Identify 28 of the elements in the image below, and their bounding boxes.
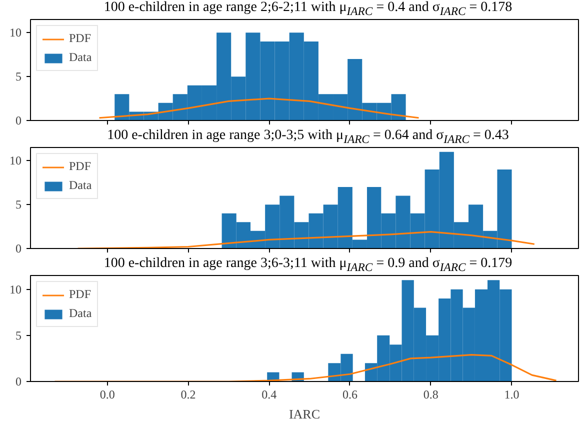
y-tick-label: 0: [16, 242, 22, 256]
legend-label: Data: [69, 50, 92, 65]
y-tick-label: 5: [16, 328, 22, 342]
line-series: [77, 231, 536, 248]
y-tick-label: 5: [16, 70, 22, 84]
chart-title: 100 e-children in age range 2;6-2;11 with μ$_{IARC}$ = 0.4 and σ$_{IARC}$ = 0.178: [104, 0, 512, 20]
chart-title: 100 e-children in age range 3;6-3;11 with μ$_{IARC}$ = 0.9 and σ$_{IARC}$ = 0.179: [104, 256, 512, 276]
x-tick-label: 1.0: [504, 388, 520, 402]
legend-label: PDF: [69, 31, 92, 46]
y-tick-label: 0: [16, 114, 22, 128]
chart-title: 100 e-children in age range 3;0-3;5 with μ$_{IARC}$ = 0.64 and σ$_{IARC}$ = 0.43: [107, 128, 509, 148]
line-series: [98, 98, 420, 119]
x-tick-label: 0.0: [100, 388, 115, 402]
legend-label: PDF: [69, 159, 92, 174]
y-tick-label: 10: [10, 282, 22, 296]
x-tick-label: 0.4: [262, 388, 277, 402]
y-tick-label: 10: [10, 154, 22, 168]
x-tick-label: 0.8: [423, 388, 438, 402]
x-tick-label: 0.2: [180, 388, 196, 402]
legend-label: PDF: [69, 287, 92, 302]
x-axis-title: IARC: [288, 406, 320, 422]
y-tick-label: 0: [16, 374, 22, 388]
legend-label: Data: [69, 306, 92, 321]
x-tick-label: 0.6: [342, 388, 358, 402]
y-tick-label: 10: [10, 26, 22, 40]
y-tick-label: 5: [16, 198, 22, 212]
legend-label: Data: [69, 178, 92, 193]
line-series: [54, 354, 558, 382]
